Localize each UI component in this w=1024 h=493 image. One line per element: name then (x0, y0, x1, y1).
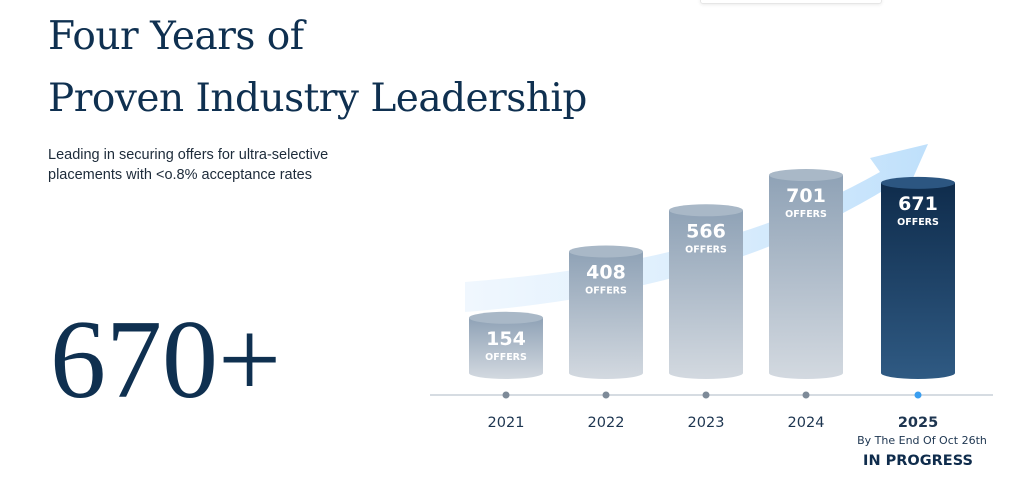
bar-2023: 566 OFFERS (669, 204, 743, 379)
bar-top (769, 169, 843, 182)
x-tick-label: 2021 (488, 415, 525, 431)
headline-stat: 670+ (50, 298, 282, 422)
x-tick-label: 2024 (788, 415, 825, 431)
bar-value-label: 701 (786, 185, 826, 207)
top-panel-edge (700, 0, 882, 4)
axis-dot-2022 (602, 391, 610, 399)
bar-unit-label: OFFERS (897, 217, 939, 228)
subtitle: Leading in securing offers for ultra-sel… (48, 147, 329, 183)
bar-2022: 408 OFFERS (569, 245, 643, 379)
bar-body (881, 182, 955, 379)
x-tick-label: 2023 (688, 415, 725, 431)
axis-dot-2023 (702, 391, 710, 399)
bar-top (881, 176, 955, 189)
annotation-status: IN PROGRESS (863, 453, 973, 469)
bar-value-label: 671 (898, 193, 938, 215)
bar-body (669, 210, 743, 379)
annotation-note: By The End Of Oct 26th (857, 434, 987, 447)
bar-2021: 154 OFFERS (469, 311, 543, 379)
x-tick-label: 2022 (588, 415, 625, 431)
page-title: Four Years of Proven Industry Leadership (48, 6, 587, 130)
bar-2025: 671 OFFERS (881, 176, 955, 379)
bar-unit-label: OFFERS (485, 352, 527, 363)
bar-unit-label: OFFERS (585, 286, 627, 297)
bar-value-label: 566 (686, 220, 726, 242)
bar-top (469, 311, 543, 324)
bar-value-label: 154 (486, 328, 526, 350)
bar-unit-label: OFFERS (785, 209, 827, 220)
bar-body (569, 251, 643, 379)
bar-value-label: 408 (586, 262, 626, 284)
bar-2024: 701 OFFERS (769, 169, 843, 379)
title-line-2: Proven Industry Leadership (48, 76, 587, 121)
bar-top (569, 245, 643, 258)
x-tick-label: 2025 (898, 415, 938, 431)
axis-dot-2021 (502, 391, 510, 399)
bar-top (669, 204, 743, 217)
bar-body (769, 175, 843, 379)
title-line-1: Four Years of (48, 14, 304, 59)
axis-dot-2024 (802, 391, 810, 399)
axis-dot-2025 (914, 391, 922, 399)
bar-body (469, 317, 543, 379)
bar-unit-label: OFFERS (685, 244, 727, 255)
